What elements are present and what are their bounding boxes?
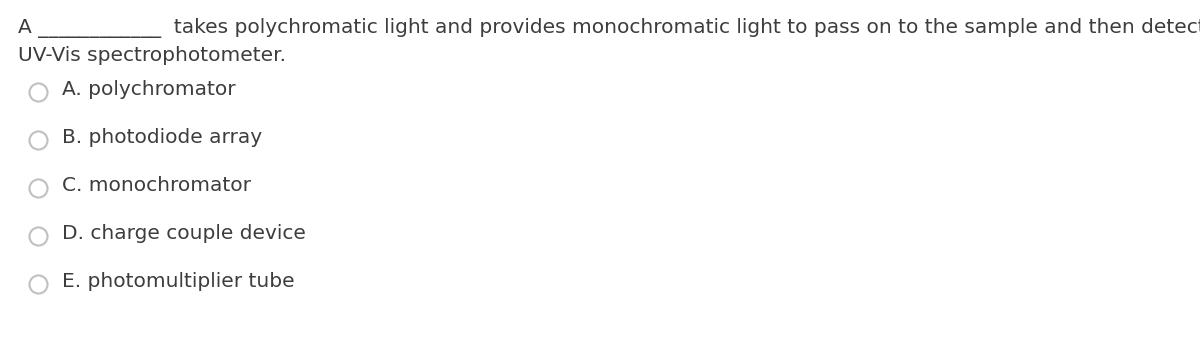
Text: E. photomultiplier tube: E. photomultiplier tube: [62, 272, 295, 291]
Text: A. polychromator: A. polychromator: [62, 80, 235, 99]
Text: C. monochromator: C. monochromator: [62, 176, 251, 195]
Text: B. photodiode array: B. photodiode array: [62, 128, 262, 147]
Text: D. charge couple device: D. charge couple device: [62, 224, 306, 243]
Text: UV-Vis spectrophotometer.: UV-Vis spectrophotometer.: [18, 46, 286, 65]
Text: A ____________  takes polychromatic light and provides monochromatic light to pa: A ____________ takes polychromatic light…: [18, 18, 1200, 38]
